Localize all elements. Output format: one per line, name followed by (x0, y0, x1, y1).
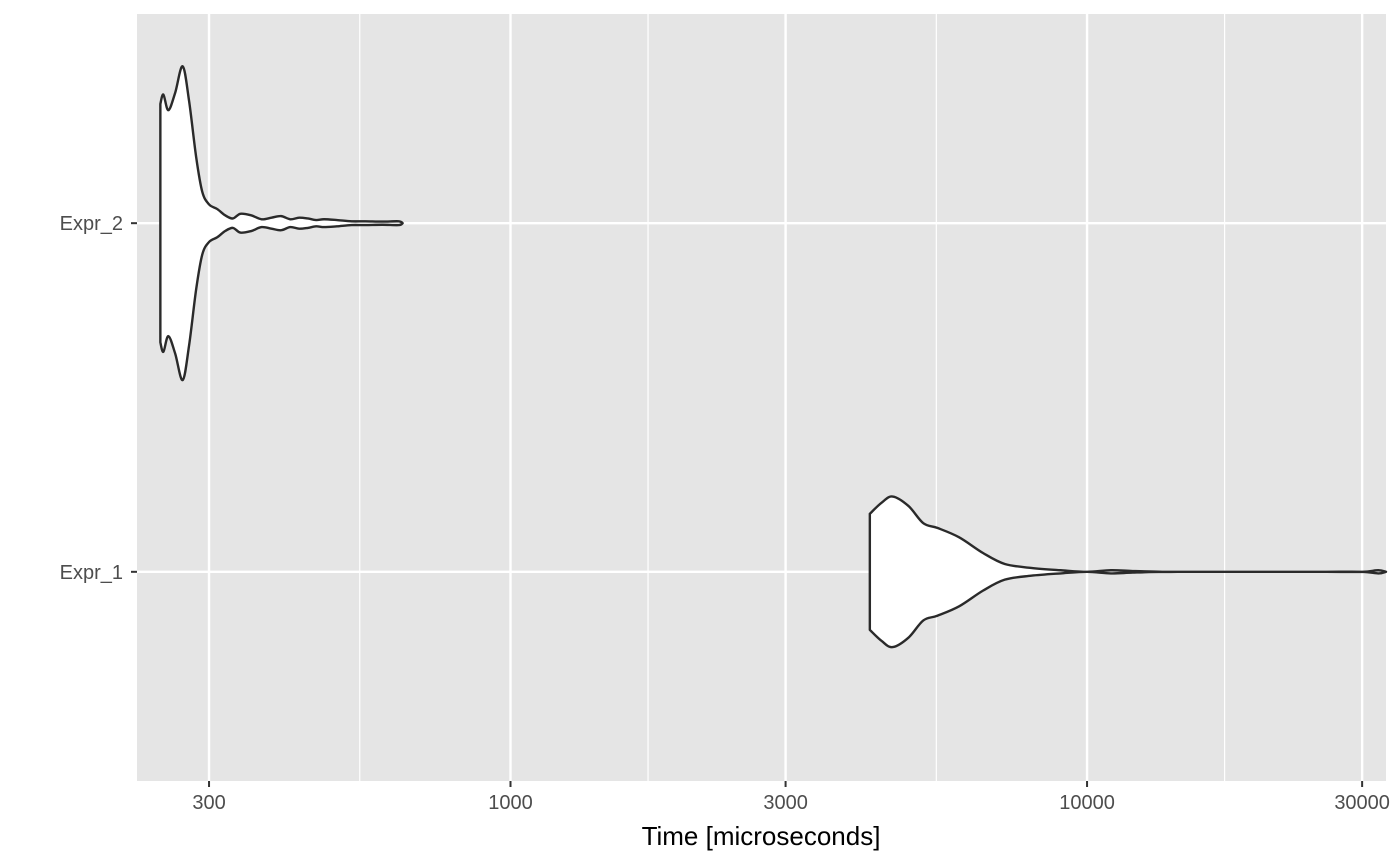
violin-expr-2 (159, 65, 404, 382)
minor-gridlines (359, 14, 1226, 781)
violin-layer (159, 65, 1388, 649)
y-tick-label-expr-2: Expr_2 (60, 213, 123, 235)
x-tick-label: 3000 (763, 792, 808, 814)
x-tick-label: 10000 (1059, 792, 1115, 814)
x-tick-label: 1000 (488, 792, 533, 814)
violin-expr-1 (868, 495, 1388, 649)
x-axis-title: Time [microseconds] (642, 821, 881, 851)
plot-panel (137, 14, 1386, 781)
y-axis: Expr_1 Expr_2 (60, 213, 137, 584)
x-tick-label: 300 (192, 792, 225, 814)
y-tick-label-expr-1: Expr_1 (60, 562, 123, 584)
x-tick-label: 30000 (1334, 792, 1390, 814)
x-axis: 300 1000 3000 10000 30000 (192, 781, 1390, 814)
